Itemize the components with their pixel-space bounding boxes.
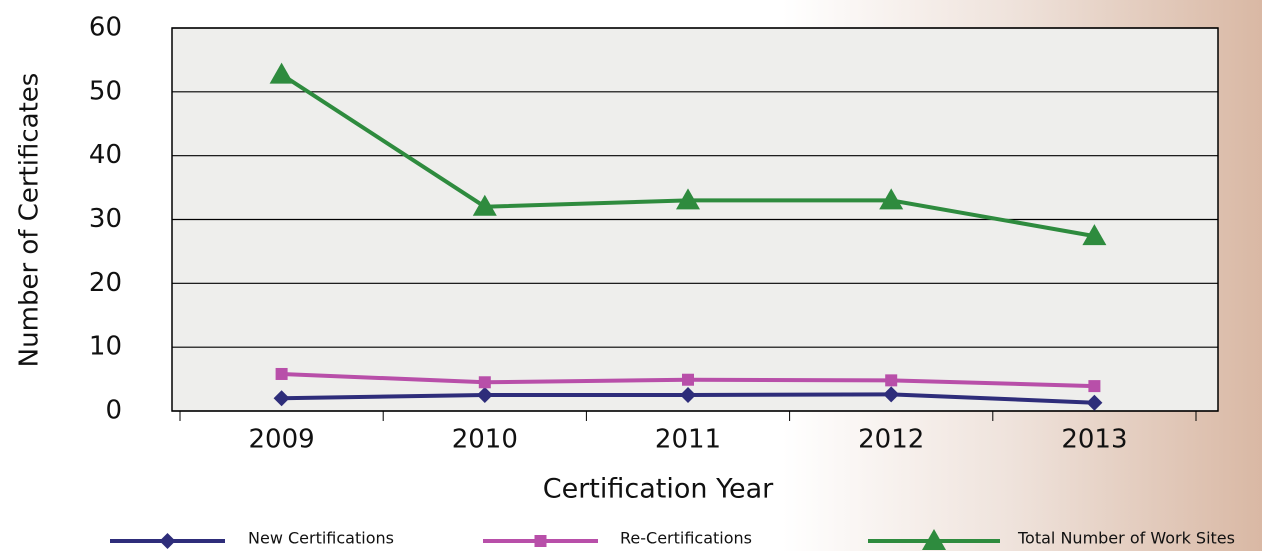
data-point — [885, 374, 898, 387]
x-tick-label: 2012 — [858, 425, 924, 455]
data-point — [1086, 394, 1103, 411]
y-tick-label: 30 — [89, 204, 122, 234]
data-point — [682, 373, 694, 386]
data-point — [1082, 224, 1107, 246]
data-point — [680, 387, 696, 404]
y-tick-label: 20 — [89, 268, 122, 298]
y-tick-label: 0 — [105, 396, 122, 426]
y-tick-label: 50 — [89, 76, 122, 106]
data-point — [478, 376, 491, 389]
legend-marker — [159, 533, 176, 549]
y-tick-label: 40 — [89, 140, 122, 170]
y-tick-label: 60 — [89, 13, 122, 43]
legend-label: Re-Certifications — [620, 529, 752, 548]
data-point — [883, 386, 900, 403]
x-tick-label: 2010 — [452, 425, 518, 455]
x-tick-label: 2013 — [1061, 425, 1127, 455]
data-point — [1088, 380, 1101, 393]
x-axis-title: Certification Year — [543, 474, 774, 505]
data-point — [273, 390, 290, 407]
data-point — [275, 367, 288, 380]
x-tick-label: 2009 — [249, 425, 315, 455]
data-point — [476, 387, 493, 404]
data-point — [472, 194, 497, 216]
legend-marker — [534, 535, 547, 547]
legend-label: Total Number of Work Sites — [1017, 529, 1235, 548]
y-axis-title: Number of Certificates — [15, 73, 45, 368]
legend-label: New Certifications — [248, 529, 394, 548]
data-point — [676, 188, 700, 210]
y-tick-label: 10 — [89, 332, 122, 362]
x-tick-label: 2011 — [655, 425, 721, 455]
data-point — [879, 188, 904, 210]
legend-marker — [922, 529, 946, 550]
data-point — [269, 62, 294, 84]
